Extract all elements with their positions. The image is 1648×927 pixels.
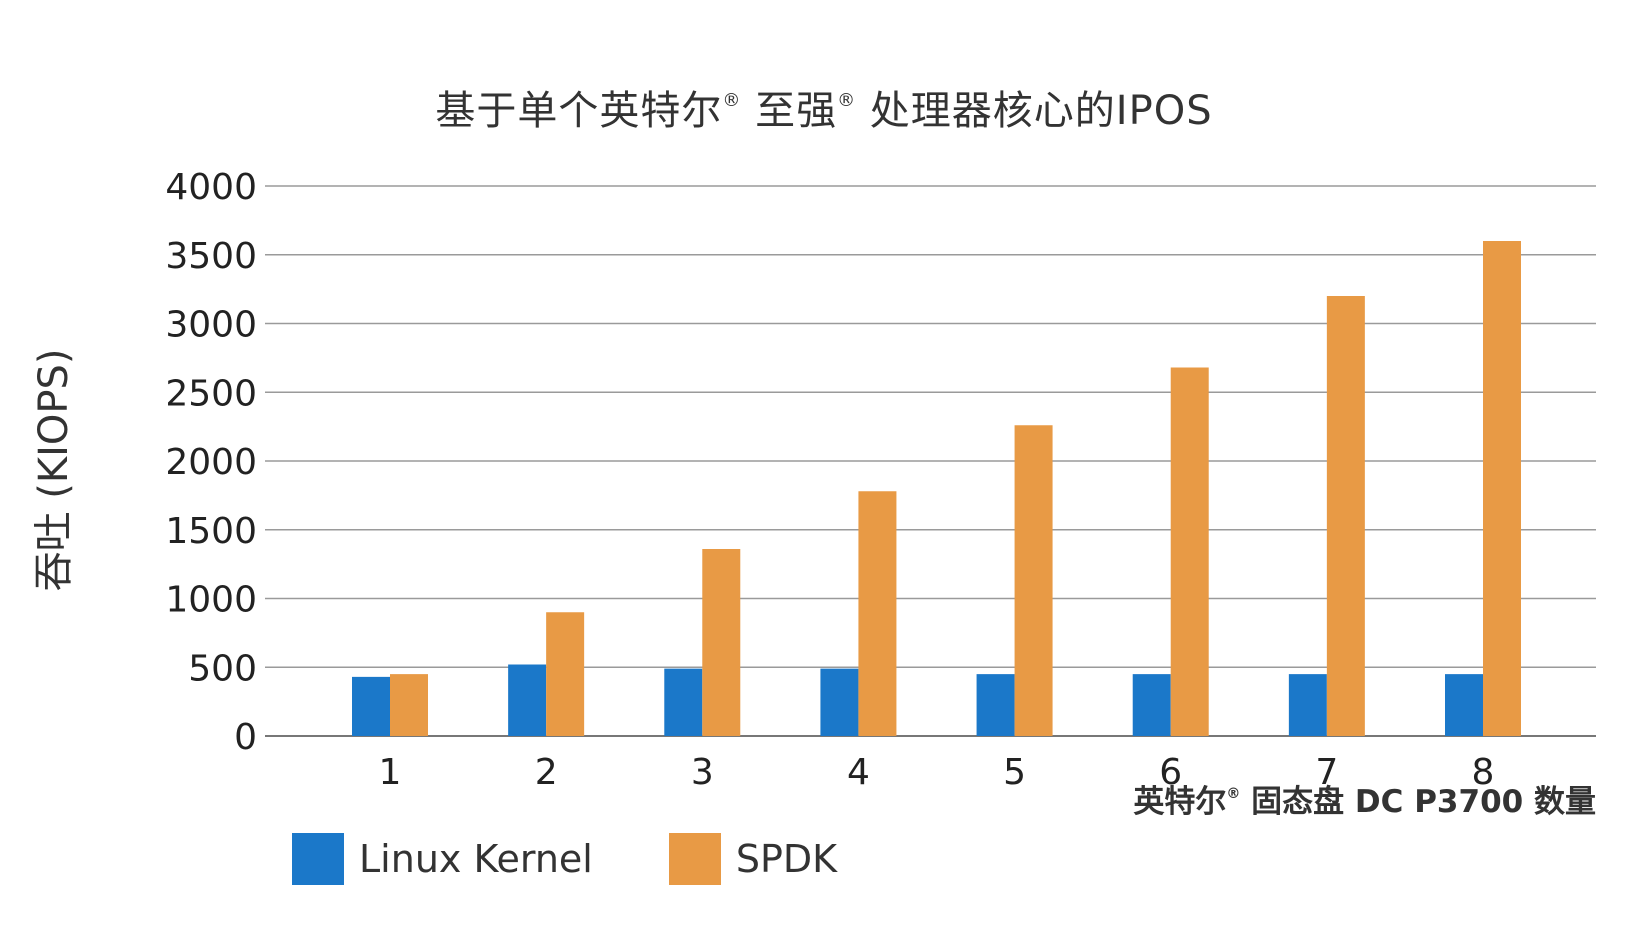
bar-linux-kernel-2: [508, 664, 547, 736]
bar-spdk-6: [1170, 367, 1209, 736]
y-tick-layer: 0 500 1000 1500 2000 2500 3000 3500 4000: [165, 167, 257, 758]
y-tick-label: 4000: [165, 167, 257, 208]
legend-swatch-linux-kernel: [292, 833, 344, 885]
y-tick-label: 3000: [165, 305, 257, 346]
bar-linux-kernel-3: [664, 668, 703, 736]
y-tick-label: 2000: [165, 442, 257, 483]
y-tick-label: 2500: [165, 373, 257, 414]
y-tick-label: 1500: [165, 511, 257, 552]
x-tick-label: 6: [1159, 752, 1182, 793]
bar-spdk-2: [546, 612, 585, 736]
legend-label-spdk: SPDK: [735, 837, 838, 881]
bar-spdk-5: [1014, 425, 1053, 736]
bar-spdk-7: [1326, 296, 1365, 736]
legend-label-linux-kernel: Linux Kernel: [359, 837, 593, 881]
bar-linux-kernel-4: [820, 668, 859, 736]
grid-layer: [265, 185, 1596, 737]
legend: Linux Kernel SPDK: [292, 833, 913, 885]
bar-linux-kernel-8: [1445, 674, 1483, 736]
x-tick-layer: 1 2 3 4 5 6 7 8: [379, 752, 1495, 793]
x-tick-label: 3: [691, 752, 714, 793]
x-tick-label: 7: [1315, 752, 1338, 793]
x-axis-label: 英特尔® 固态盘 DC P3700 数量: [1133, 784, 1596, 820]
x-tick-label: 2: [535, 752, 558, 793]
x-tick-label: 5: [1003, 752, 1026, 793]
bar-linux-kernel-5: [976, 674, 1015, 736]
legend-swatch-spdk: [668, 833, 721, 885]
y-tick-label: 500: [188, 648, 257, 689]
legend-item-spdk: SPDK: [668, 833, 838, 885]
bar-linux-kernel-7: [1288, 674, 1327, 736]
bar-linux-kernel-1: [352, 676, 390, 736]
chart-title: 基于单个英特尔® 至强® 处理器核心的IPOS: [435, 88, 1213, 134]
x-tick-label: 8: [1472, 752, 1495, 793]
y-tick-label: 3500: [165, 236, 257, 277]
bar-spdk-1: [390, 674, 428, 736]
bar-spdk-4: [858, 491, 897, 736]
bar-layer: [352, 241, 1521, 736]
y-tick-label: 0: [234, 717, 257, 758]
y-tick-label: 1000: [165, 580, 257, 621]
bar-spdk-8: [1483, 241, 1521, 736]
legend-item-linux-kernel: Linux Kernel: [292, 833, 593, 885]
bar-spdk-3: [702, 549, 741, 736]
x-tick-label: 4: [847, 752, 870, 793]
x-tick-label: 1: [379, 752, 402, 793]
bar-linux-kernel-6: [1132, 674, 1171, 736]
